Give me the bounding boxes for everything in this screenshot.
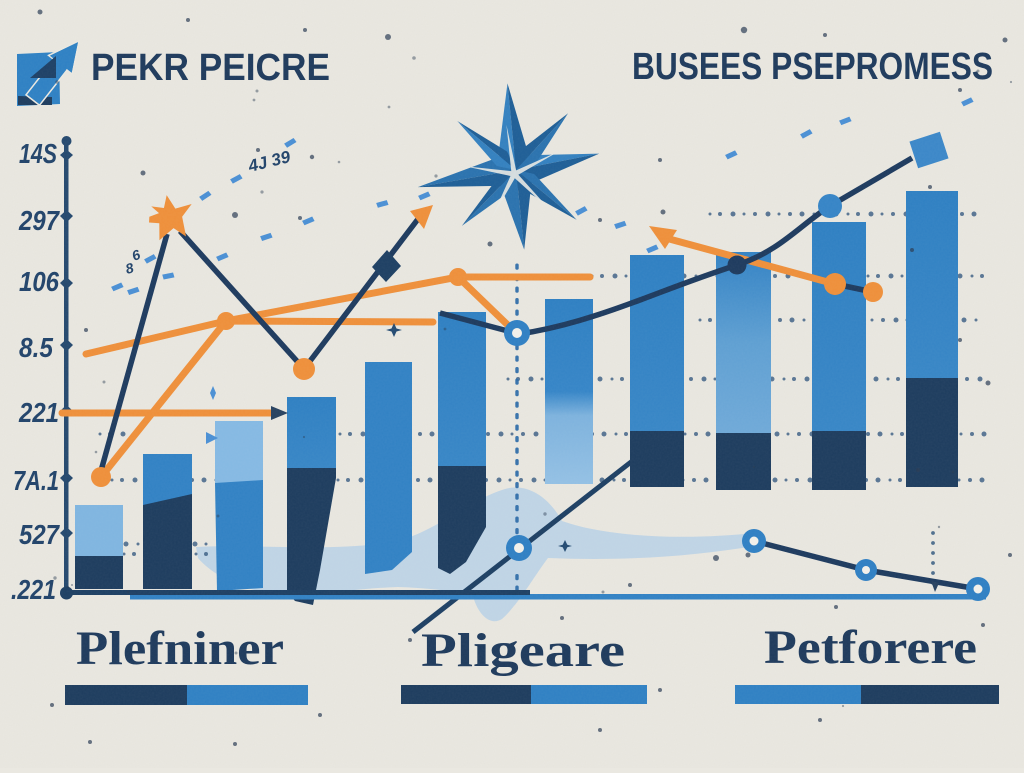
svg-text:297: 297 [18,205,60,236]
svg-text:BUSEES PSEPROMESS: BUSEES PSEPROMESS [632,46,993,88]
svg-text:Petforere: Petforere [764,621,977,674]
svg-text:221: 221 [18,397,59,428]
svg-text:.221: .221 [11,574,56,605]
svg-text:8: 8 [124,259,136,277]
svg-text:Pligeare: Pligeare [421,624,625,677]
svg-text:7A.1: 7A.1 [13,465,59,496]
svg-text:8.5: 8.5 [19,332,53,363]
svg-text:106: 106 [19,266,59,297]
svg-text:Plefniner: Plefniner [76,622,284,675]
svg-text:14S: 14S [19,138,57,169]
svg-text:PEKR PEICRE: PEKR PEICRE [91,47,330,89]
svg-text:527: 527 [19,519,60,550]
